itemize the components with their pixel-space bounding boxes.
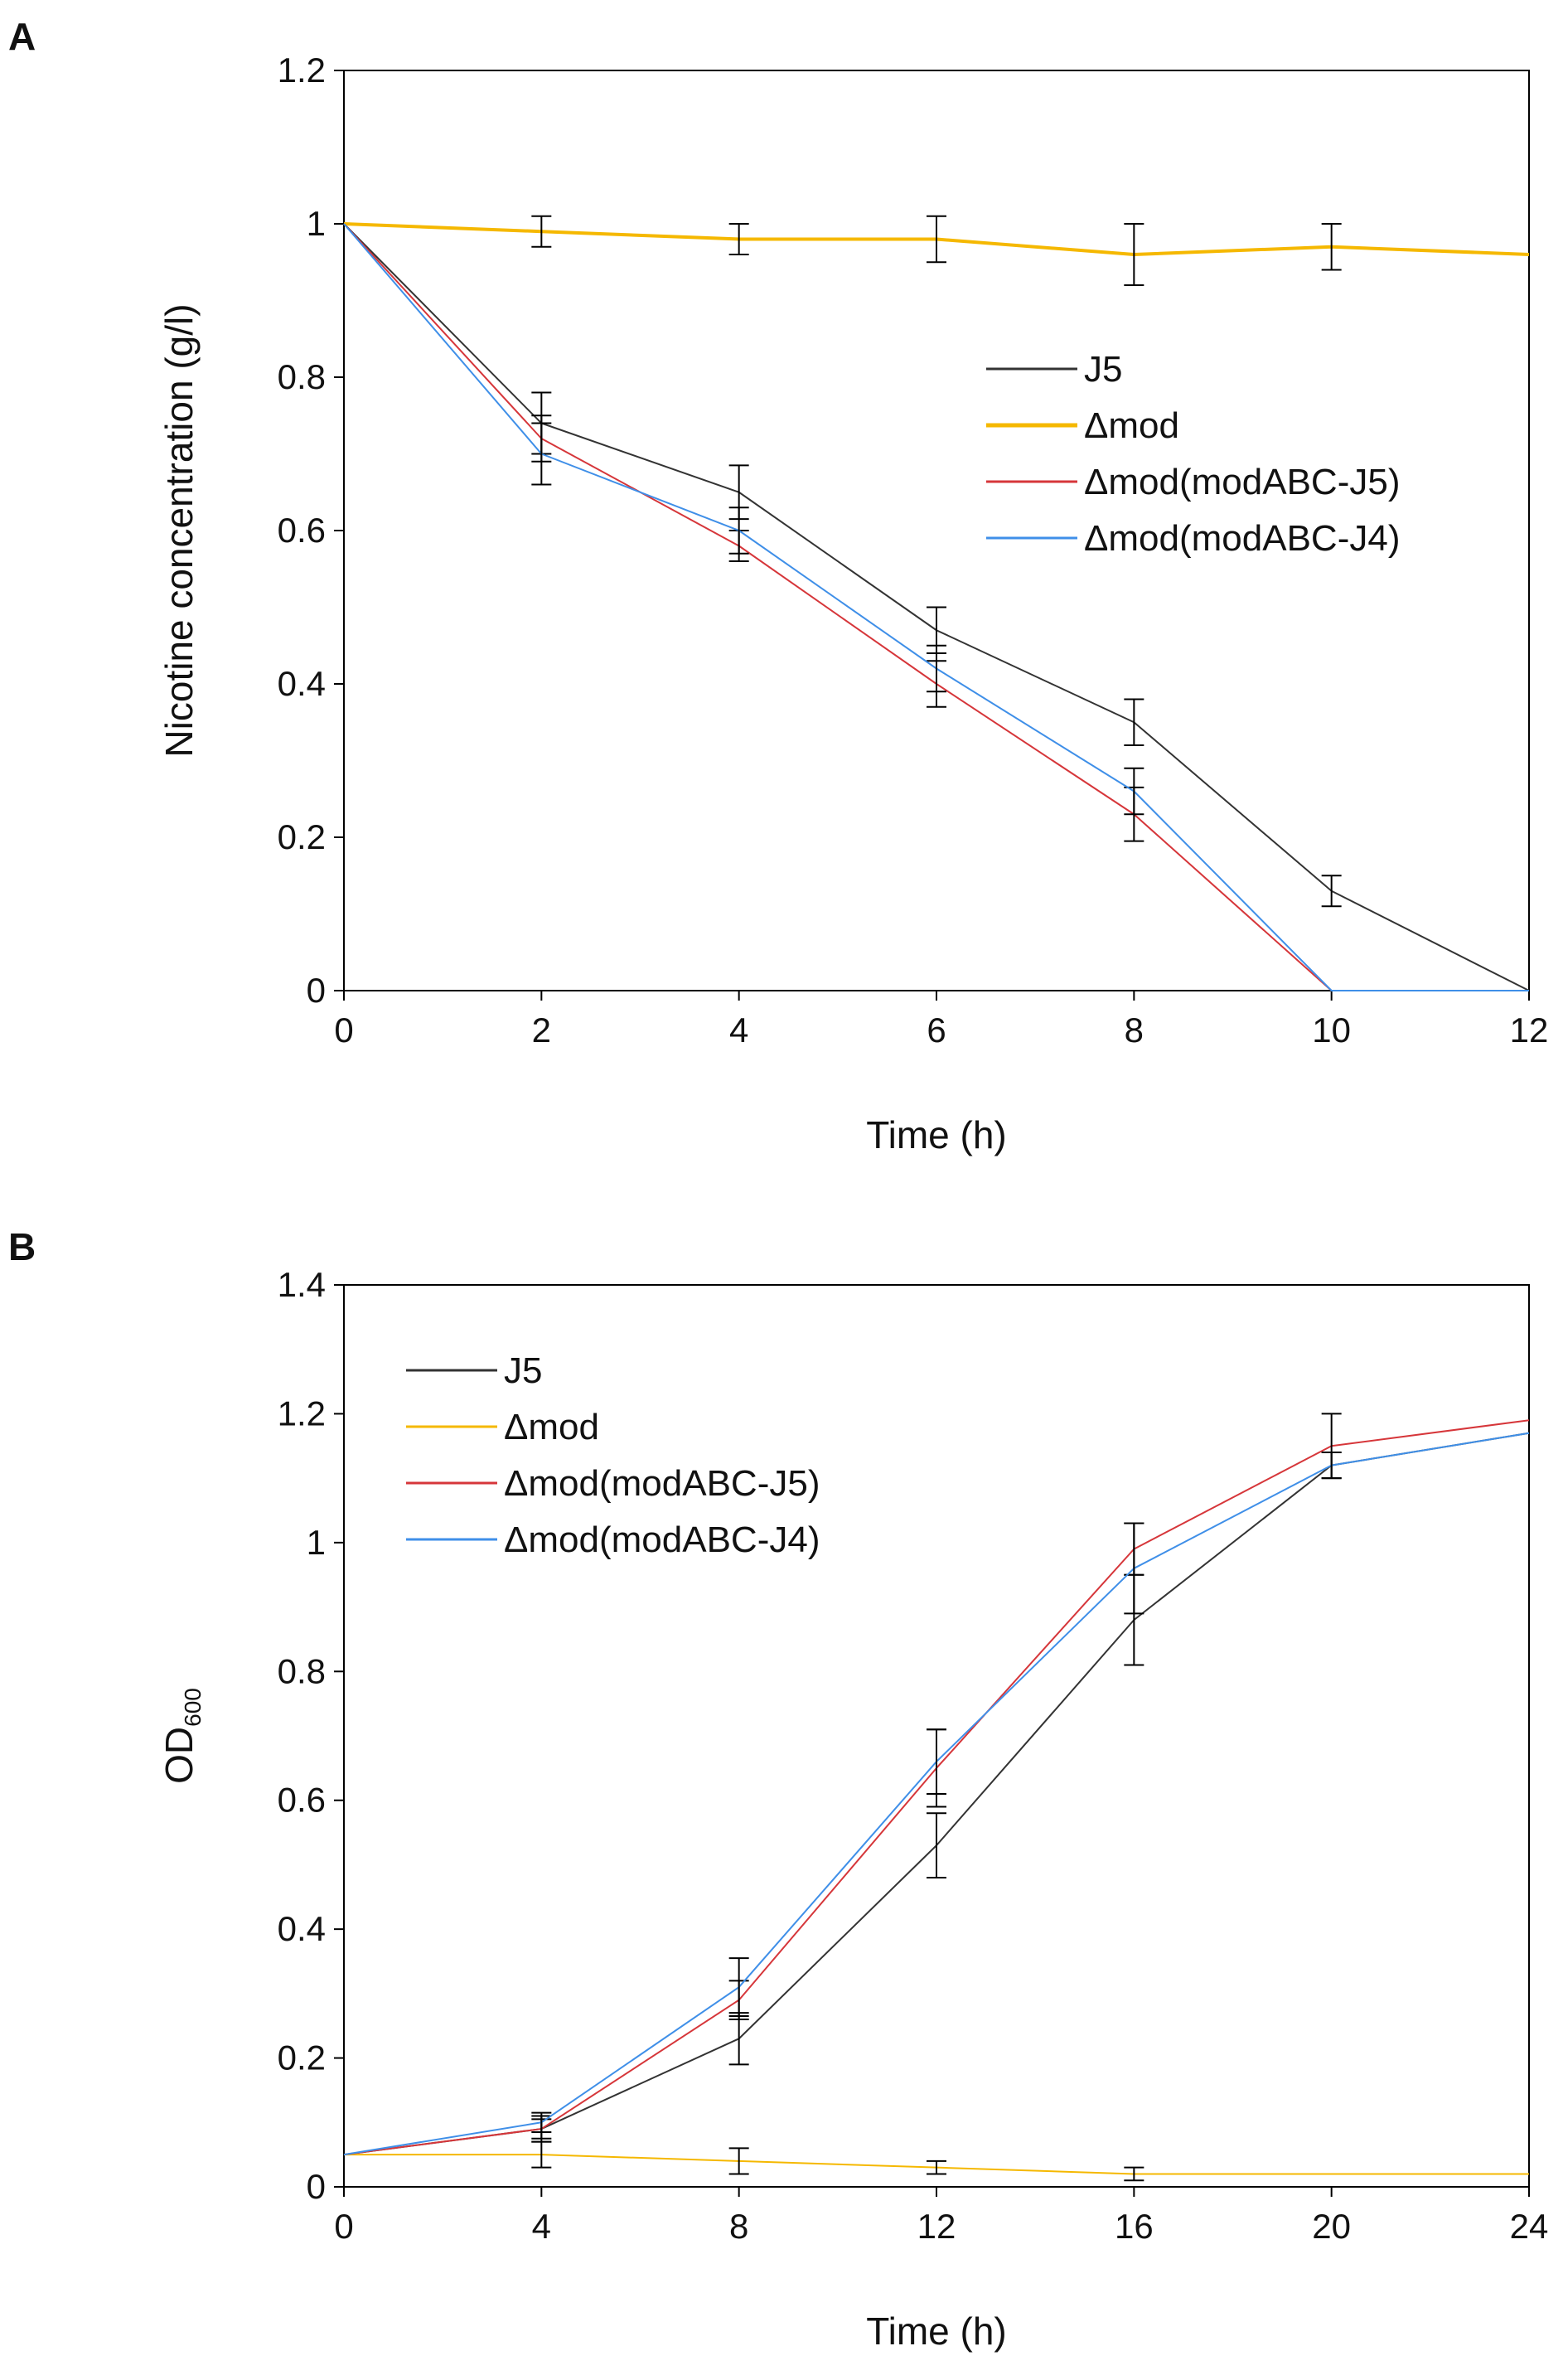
x-tick-label: 24	[1510, 2207, 1549, 2246]
y-axis-title: OD600	[157, 1688, 206, 1784]
legend-label: J5	[504, 1350, 542, 1391]
error-bar	[927, 1728, 946, 1795]
x-axis-title: Time (h)	[866, 1113, 1007, 1156]
panel-letter-b: B	[8, 1225, 36, 1268]
error-bar	[1321, 1452, 1342, 1480]
y-axis-title: Nicotine concentration (g/l)	[157, 303, 201, 757]
error-bar	[927, 2159, 946, 2175]
y-tick-label: 0.8	[278, 1651, 326, 1690]
legend-label: Δmod(modABC-J5)	[1084, 462, 1400, 502]
error-bar	[531, 215, 552, 248]
error-bar	[728, 1957, 749, 2018]
y-tick-label: 1.2	[278, 1394, 326, 1432]
x-tick-label: 8	[729, 2207, 748, 2246]
y-tick-label: 0.6	[278, 1781, 326, 1820]
error-bar	[1124, 1522, 1144, 1615]
error-bar	[1124, 698, 1144, 746]
x-tick-label: 12	[917, 2207, 956, 2246]
x-tick-label: 20	[1312, 2207, 1351, 2246]
x-tick-label: 4	[729, 1011, 748, 1049]
y-tick-label: 1	[307, 204, 326, 243]
chart-panel-b: B 0 0.2 0.4 0.6 0.8 1 1.2 1.4 0 4 8 12 16 20 24 Time (h…	[0, 1190, 1563, 2379]
y-axis-title-main: OD	[157, 1727, 201, 1784]
error-bar	[1124, 223, 1144, 286]
legend-label: Δmod(modABC-J5)	[504, 1463, 820, 1504]
error-bar	[1321, 223, 1342, 271]
y-tick-label: 0.4	[278, 1909, 326, 1948]
chart-panel-a: A 0 0.2 0.4 0.6 0.8 1 1.2 0 2 4 6 8 10 12 Time (h) Nico…	[8, 15, 1549, 1156]
error-bar	[927, 215, 946, 264]
error-bar	[1124, 767, 1144, 816]
x-tick-label: 8	[1125, 1011, 1144, 1049]
x-tick-label: 2	[532, 1011, 551, 1049]
y-tick-label: 0.2	[278, 817, 326, 856]
y-tick-label: 0	[307, 2167, 326, 2206]
y-tick-label: 0.8	[278, 357, 326, 396]
x-tick-label: 10	[1312, 1011, 1351, 1049]
x-tick-label: 12	[1510, 1011, 1549, 1049]
y-tick-label: 0	[307, 971, 326, 1010]
error-bar	[927, 644, 946, 693]
y-tick-label: 0.4	[278, 664, 326, 703]
error-bar	[1321, 875, 1342, 908]
growth-chart: B 0 0.2 0.4 0.6 0.8 1 1.2 1.4 0 4 8 12 16 20 24 Time (h…	[8, 1225, 1549, 2353]
error-bar	[728, 2147, 749, 2175]
x-axis-title: Time (h)	[866, 2310, 1007, 2353]
legend-label: Δmod	[1084, 405, 1179, 446]
x-tick-label: 6	[927, 1011, 946, 1049]
error-bar	[1124, 2166, 1144, 2182]
x-tick-label: 0	[334, 1011, 353, 1049]
legend-label: Δmod(modABC-J4)	[1084, 518, 1400, 559]
error-bar	[531, 422, 552, 486]
nicotine-chart: A 0 0.2 0.4 0.6 0.8 1 1.2 0 2 4 6 8 10 12 Time (h) Nico…	[8, 15, 1549, 1156]
x-tick-label: 0	[334, 2207, 353, 2246]
legend-label: Δmod(modABC-J4)	[504, 1520, 820, 1560]
error-bar	[728, 2012, 749, 2066]
error-bar	[927, 1812, 946, 1878]
panel-letter-a: A	[8, 15, 36, 58]
y-tick-label: 0.2	[278, 2038, 326, 2077]
error-bar	[531, 2140, 552, 2169]
x-tick-label: 4	[532, 2207, 551, 2246]
y-tick-label: 1	[307, 1523, 326, 1562]
y-axis-title-subscript: 600	[180, 1688, 206, 1727]
x-tick-label: 16	[1115, 2207, 1154, 2246]
y-tick-label: 1.4	[278, 1265, 326, 1304]
y-tick-label: 1.2	[278, 51, 326, 90]
error-bar	[728, 507, 749, 555]
legend-label: J5	[1084, 349, 1122, 390]
y-axis-title-main: Nicotine concentration (g/l)	[157, 303, 201, 757]
y-tick-label: 0.6	[278, 511, 326, 550]
error-bar	[728, 223, 749, 255]
legend-label: Δmod	[504, 1407, 599, 1447]
error-bar	[531, 2111, 552, 2133]
